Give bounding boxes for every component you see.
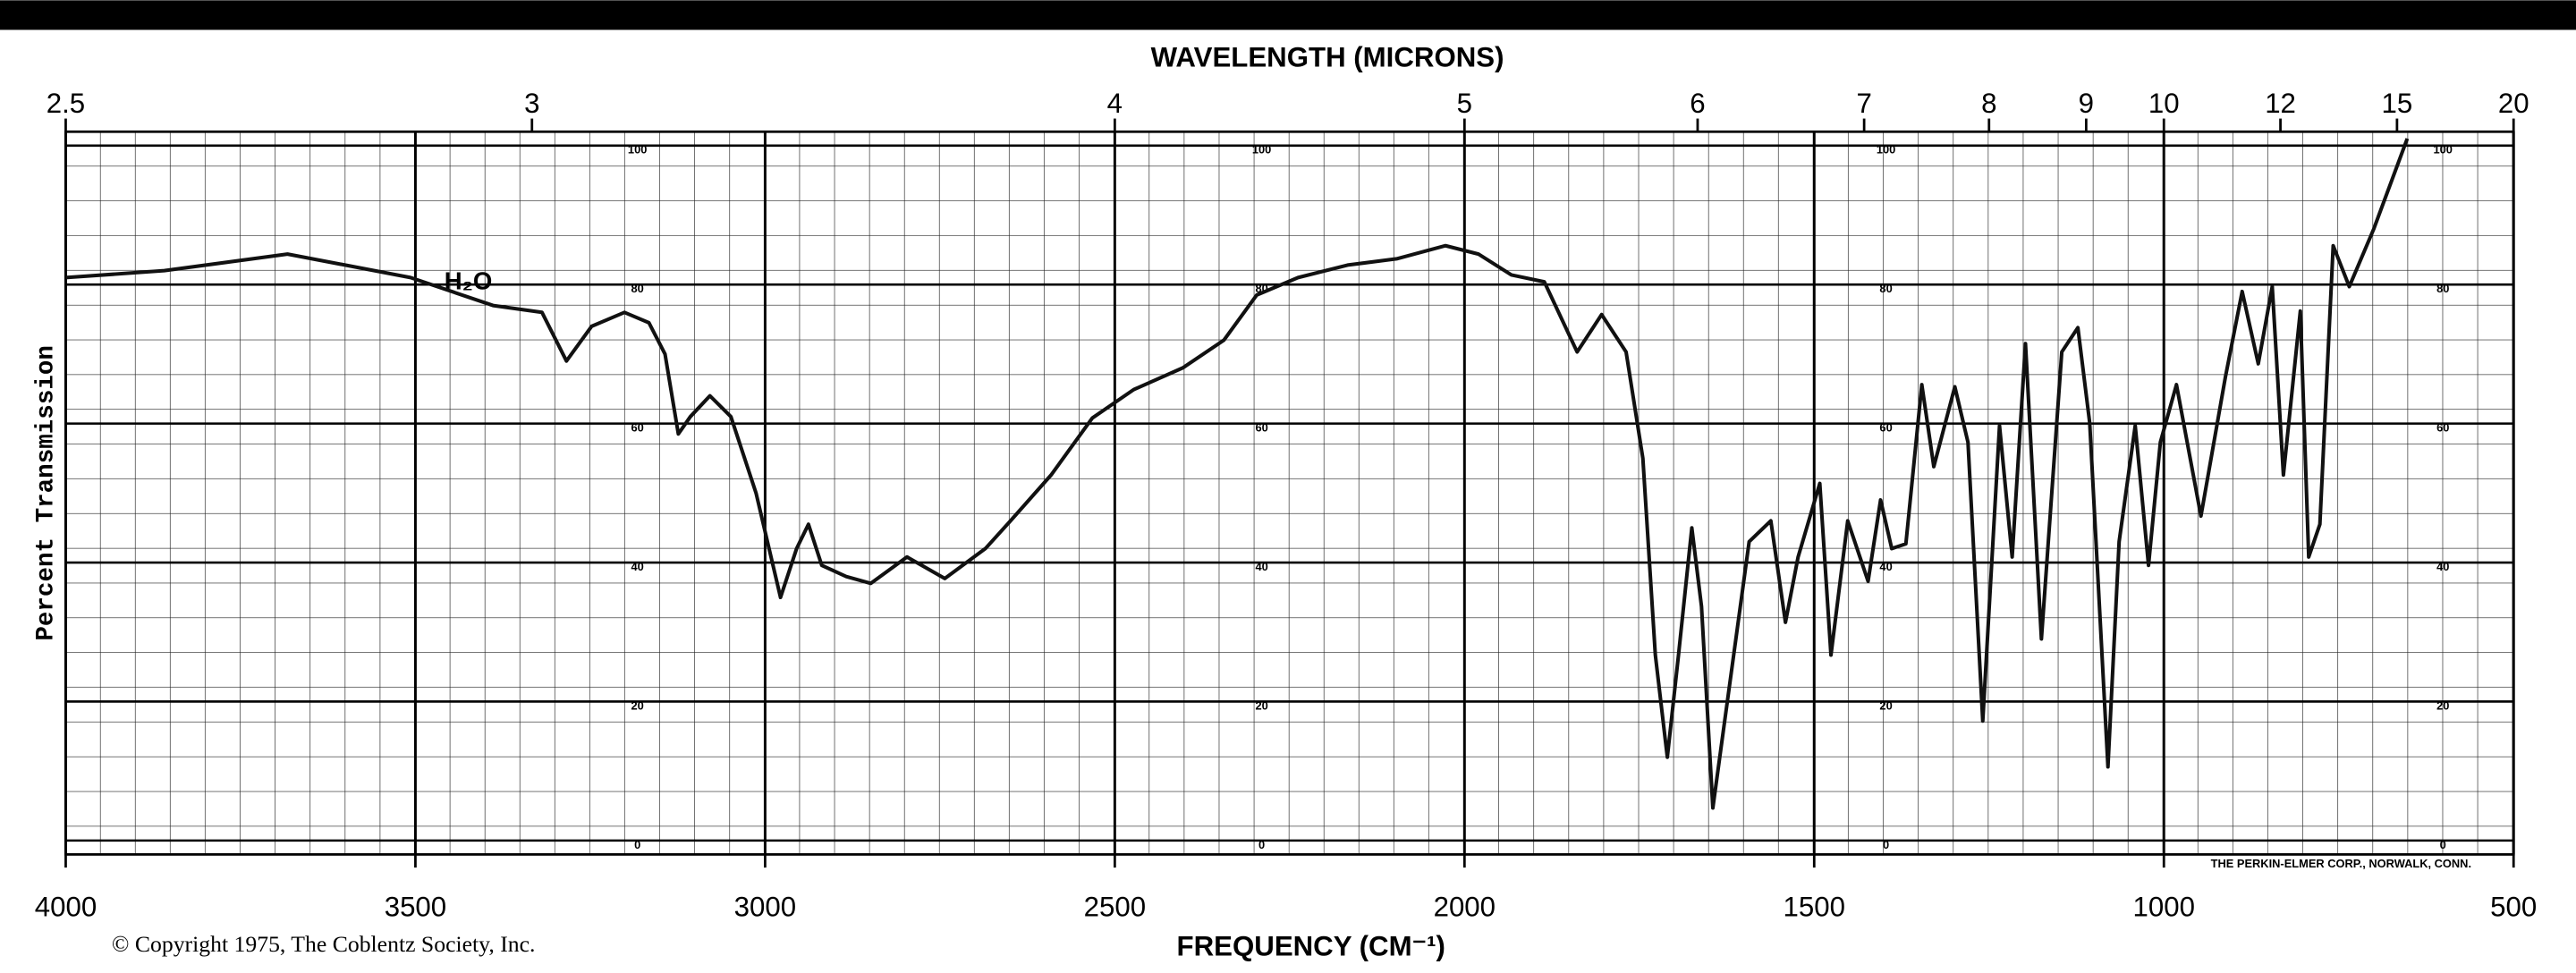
x-tick-label: 500 [2490, 891, 2537, 922]
wavelength-tick-label: 7 [1856, 88, 1871, 119]
y-tick-label: 100 [1252, 143, 1271, 157]
y-tick-label: 100 [1877, 143, 1895, 157]
wavelength-tick-label: 2.5 [47, 88, 85, 119]
y-tick-label: 20 [1255, 698, 1267, 712]
x-tick-label: 1000 [2133, 891, 2195, 922]
wavelength-tick-label: 10 [2148, 88, 2180, 119]
y-axis-label: Percent Transmission [33, 345, 61, 641]
y-tick-label: 40 [631, 560, 644, 573]
y-tick-label: 80 [2436, 282, 2449, 295]
wavelength-tick-label: 20 [2498, 88, 2529, 119]
y-tick-label: 20 [2436, 698, 2449, 712]
wavelength-tick-label: 3 [524, 88, 539, 119]
wavelength-tick-label: 15 [2382, 88, 2413, 119]
x-tick-label: 3000 [734, 891, 796, 922]
y-tick-label: 60 [1879, 421, 1892, 435]
y-tick-label: 0 [1883, 838, 1889, 851]
x-tick-label: 1500 [1784, 891, 1845, 922]
y-tick-label: 80 [631, 282, 644, 295]
y-tick-label: 20 [1879, 698, 1892, 712]
chart-title: WAVELENGTH (MICRONS) [1151, 42, 1504, 73]
y-tick-label: 20 [631, 698, 644, 712]
y-tick-label: 100 [2434, 143, 2453, 157]
y-tick-label: 0 [1258, 838, 1265, 851]
x-axis-label: FREQUENCY (CM⁻¹) [1177, 930, 1445, 961]
wavelength-tick-label: 9 [2079, 88, 2094, 119]
y-tick-label: 60 [631, 421, 644, 435]
maker-note: THE PERKIN-ELMER CORP., NORWALK, CONN. [2211, 857, 2471, 870]
x-tick-label: 3500 [385, 891, 446, 922]
y-tick-label: 0 [2440, 838, 2446, 851]
y-tick-label: 100 [628, 143, 647, 157]
scan-border [0, 0, 2576, 30]
x-tick-label: 4000 [35, 891, 97, 922]
x-tick-label: 2500 [1084, 891, 1146, 922]
y-tick-label: 40 [1255, 560, 1267, 573]
wavelength-tick-label: 6 [1690, 88, 1705, 119]
y-tick-label: 40 [1879, 560, 1892, 573]
y-tick-label: 40 [2436, 560, 2449, 573]
wavelength-tick-label: 5 [1457, 88, 1472, 119]
y-tick-label: 60 [1255, 421, 1267, 435]
y-tick-label: 80 [1879, 282, 1892, 295]
y-tick-label: 0 [634, 838, 640, 851]
chart-grid [64, 130, 2515, 856]
y-tick-label: 60 [2436, 421, 2449, 435]
wavelength-tick-label: 12 [2265, 88, 2296, 119]
spectrum-line [65, 138, 2410, 810]
wavelength-tick-label: 8 [1981, 88, 1996, 119]
x-tick-label: 2000 [1434, 891, 1496, 922]
copyright: © Copyright 1975, The Coblentz Society, … [112, 931, 536, 957]
wavelength-tick-label: 4 [1107, 88, 1123, 119]
